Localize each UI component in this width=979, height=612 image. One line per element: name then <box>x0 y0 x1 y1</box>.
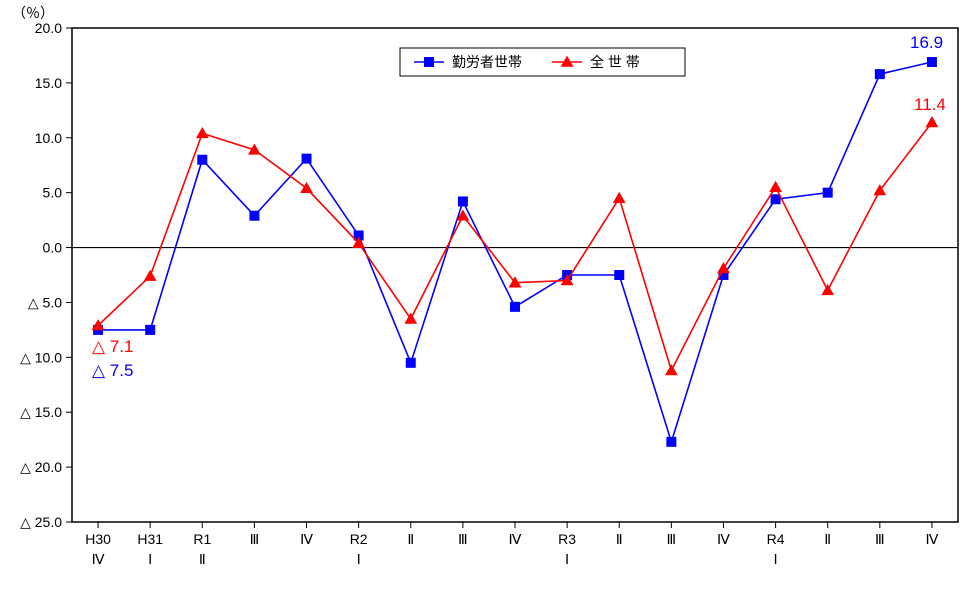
svg-text:△ 25.0: △ 25.0 <box>20 514 62 530</box>
svg-text:Ⅱ: Ⅱ <box>824 531 831 547</box>
svg-text:全 世 帯: 全 世 帯 <box>590 54 640 70</box>
svg-text:R3: R3 <box>558 531 576 547</box>
svg-text:Ⅳ: Ⅳ <box>925 531 938 547</box>
svg-text:10.0: 10.0 <box>35 130 62 146</box>
svg-text:Ⅳ: Ⅳ <box>717 531 730 547</box>
svg-text:H30: H30 <box>85 531 111 547</box>
svg-text:△ 20.0: △ 20.0 <box>20 459 62 475</box>
svg-text:Ⅱ: Ⅱ <box>616 531 623 547</box>
chart-container: △ 25.0 △ 20.0 △ 15.0 △ 10.0 △ 5.0 0.0 5.0 10.0 1… <box>0 0 979 612</box>
svg-text:Ⅲ: Ⅲ <box>667 531 677 547</box>
line-chart: △ 25.0 △ 20.0 △ 15.0 △ 10.0 △ 5.0 0.0 5.0 10.0 1… <box>0 0 979 612</box>
svg-text:Ⅰ: Ⅰ <box>774 551 778 567</box>
svg-text:Ⅰ: Ⅰ <box>148 551 152 567</box>
svg-text:△ 5.0: △ 5.0 <box>28 294 62 310</box>
svg-text:Ⅲ: Ⅲ <box>458 531 468 547</box>
svg-text:△ 15.0: △ 15.0 <box>20 404 62 420</box>
svg-text:Ⅰ: Ⅰ <box>357 551 361 567</box>
svg-text:Ⅳ: Ⅳ <box>300 531 313 547</box>
svg-text:20.0: 20.0 <box>35 20 62 36</box>
svg-text:R1: R1 <box>193 531 211 547</box>
svg-text:R4: R4 <box>767 531 785 547</box>
svg-text:Ⅱ: Ⅱ <box>199 551 206 567</box>
svg-text:△ 7.1: △ 7.1 <box>92 337 133 356</box>
svg-text:Ⅳ: Ⅳ <box>509 531 522 547</box>
svg-text:Ⅳ: Ⅳ <box>92 551 105 567</box>
svg-text:（％）: （％） <box>12 5 54 21</box>
svg-text:Ⅰ: Ⅰ <box>565 551 569 567</box>
svg-text:△ 7.5: △ 7.5 <box>92 361 133 380</box>
svg-text:Ⅱ: Ⅱ <box>407 531 414 547</box>
svg-text:11.4: 11.4 <box>914 95 946 114</box>
svg-text:5.0: 5.0 <box>43 185 63 201</box>
svg-text:15.0: 15.0 <box>35 75 62 91</box>
svg-text:16.9: 16.9 <box>910 33 943 52</box>
svg-text:△ 10.0: △ 10.0 <box>20 349 62 365</box>
svg-text:勤労者世帯: 勤労者世帯 <box>452 54 522 70</box>
svg-text:Ⅲ: Ⅲ <box>250 531 260 547</box>
svg-text:0.0: 0.0 <box>43 240 63 256</box>
svg-text:R2: R2 <box>350 531 368 547</box>
svg-text:H31: H31 <box>137 531 163 547</box>
svg-text:Ⅲ: Ⅲ <box>875 531 885 547</box>
